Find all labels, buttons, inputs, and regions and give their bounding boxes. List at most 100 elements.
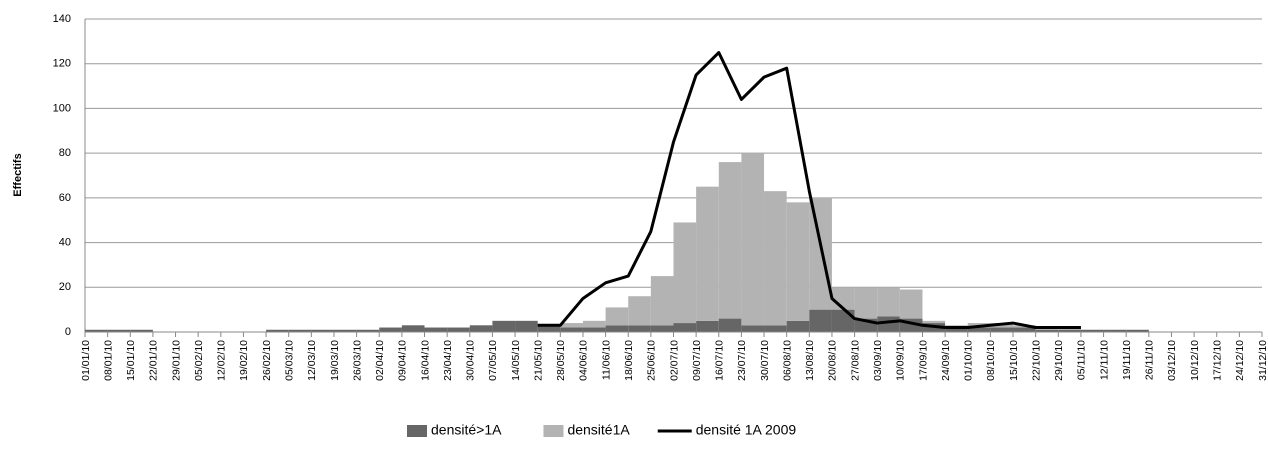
x-tick-label: 17/09/10 [917, 340, 929, 381]
x-tick-label: 01/01/10 [80, 340, 92, 381]
bar [1126, 329, 1149, 332]
x-tick-label: 19/02/10 [238, 340, 250, 381]
x-tick-label: 12/11/10 [1098, 340, 1110, 380]
bar [1103, 329, 1127, 332]
bar [379, 327, 402, 332]
y-tick-label: 140 [53, 13, 71, 25]
bar [899, 289, 923, 319]
x-tick-label: 03/12/10 [1166, 340, 1178, 381]
x-tick-label: 05/02/10 [193, 340, 205, 381]
x-tick-label: 23/07/10 [736, 340, 748, 381]
bar [967, 327, 991, 332]
x-tick-label: 17/12/10 [1212, 340, 1224, 381]
x-tick-label: 28/05/10 [555, 340, 567, 381]
x-tick-label: 08/01/10 [102, 340, 114, 381]
x-tick-label: 27/08/10 [849, 340, 861, 381]
x-tick-label: 20/08/10 [827, 340, 839, 381]
x-tick-label: 09/04/10 [397, 340, 409, 381]
x-tick-label: 04/06/10 [578, 340, 590, 381]
line-series [537, 51, 1081, 330]
x-tick-label: 02/07/10 [668, 340, 680, 381]
x-tick-label: 06/08/10 [781, 340, 793, 381]
x-tick-label: 05/03/10 [283, 340, 295, 381]
x-tick-label: 19/11/10 [1121, 340, 1133, 380]
x-tick-label: 16/04/10 [419, 340, 431, 381]
bar [831, 287, 855, 310]
y-tick-label: 100 [53, 102, 71, 114]
x-tick-label: 18/06/10 [623, 340, 635, 381]
x-tick-label: 19/03/10 [329, 340, 341, 381]
bar [469, 325, 493, 332]
x-tick-label: 24/12/10 [1234, 340, 1246, 381]
bar [333, 329, 357, 332]
bar [107, 329, 131, 332]
x-tick-label: 15/10/10 [1008, 340, 1020, 381]
x-tick-label: 22/10/10 [1030, 340, 1042, 381]
bar [401, 325, 425, 332]
x-tick-label: 13/08/10 [804, 340, 816, 381]
legend-label: densité 1A 2009 [696, 422, 797, 438]
bar [356, 329, 380, 332]
bar [945, 327, 968, 332]
x-tick-label: 15/01/10 [125, 340, 137, 381]
bar [85, 329, 108, 332]
y-tick-label: 0 [65, 326, 71, 338]
x-tick-label: 16/07/10 [714, 340, 726, 381]
bar [786, 202, 810, 321]
bar [718, 318, 742, 332]
bar [854, 287, 878, 319]
x-tick-label: 09/07/10 [691, 340, 703, 381]
x-tick-label: 11/06/10 [600, 340, 612, 380]
bar [696, 186, 719, 321]
x-tick-label: 05/11/10 [1076, 340, 1088, 380]
y-axis-label: Effectifs [12, 153, 24, 196]
bar [741, 325, 765, 332]
x-tick-label: 21/05/10 [532, 340, 544, 381]
x-tick-label: 26/03/10 [351, 340, 363, 381]
bar [786, 320, 810, 332]
x-tick-label: 30/07/10 [759, 340, 771, 381]
y-tick-label: 20 [59, 281, 71, 293]
legend-swatch [407, 425, 427, 437]
bar [650, 276, 674, 326]
x-tick-label: 14/05/10 [510, 340, 522, 381]
bar [809, 197, 832, 310]
bar [605, 307, 629, 326]
x-tick-label: 31/12/10 [1257, 340, 1268, 381]
bar [628, 296, 651, 326]
bar [741, 153, 765, 326]
bar [560, 323, 583, 328]
bar [990, 327, 1014, 332]
x-tick-label: 30/04/10 [465, 340, 477, 381]
bar [809, 309, 832, 332]
x-tick-label: 26/02/10 [261, 340, 273, 381]
bar [696, 320, 719, 332]
bar [515, 320, 538, 332]
bar [628, 325, 651, 332]
bar [877, 287, 900, 317]
bar [605, 325, 629, 332]
legend-swatch [543, 425, 564, 437]
x-tick-label: 29/01/10 [170, 340, 182, 381]
x-tick-label: 07/05/10 [487, 340, 499, 381]
bar [492, 320, 516, 332]
x-tick-label: 01/10/10 [963, 340, 975, 381]
x-tick-label: 03/09/10 [872, 340, 884, 381]
x-tick-label: 29/10/10 [1053, 340, 1065, 381]
x-tick-label: 02/04/10 [374, 340, 386, 381]
bar [1013, 327, 1036, 332]
x-tick-label: 23/04/10 [442, 340, 454, 381]
bar [582, 320, 606, 328]
bar [288, 329, 312, 332]
bar [922, 320, 946, 324]
bar [673, 222, 697, 324]
x-tick-label: 08/10/10 [985, 340, 997, 381]
y-tick-label: 60 [59, 192, 71, 204]
x-tick-label: 12/02/10 [216, 340, 228, 381]
plot-area [85, 51, 1149, 332]
bar [130, 329, 153, 332]
x-tick-label: 10/09/10 [895, 340, 907, 381]
bar [266, 329, 289, 332]
bar [537, 325, 561, 332]
